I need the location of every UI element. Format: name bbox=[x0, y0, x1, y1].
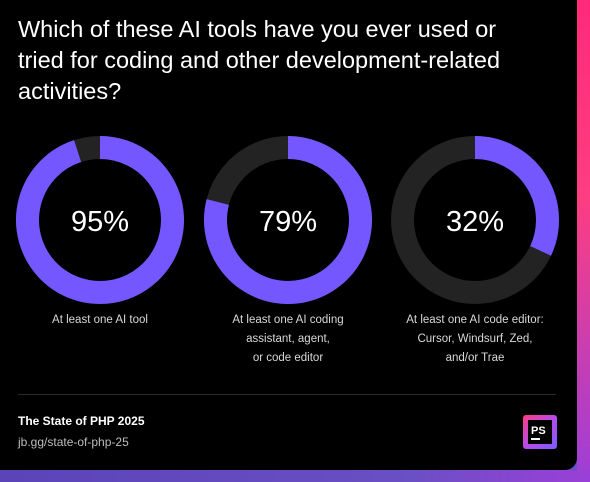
chart-card: Which of these AI tools have you ever us… bbox=[0, 0, 577, 470]
caption-ai-coding-assistant: At least one AI coding assistant, agent,… bbox=[203, 311, 373, 368]
caption-ai-code-editor: At least one AI code editor: Cursor, Win… bbox=[390, 311, 560, 368]
source-link[interactable]: jb.gg/state-of-php-25 bbox=[18, 435, 129, 449]
donut-value-label: 79% bbox=[259, 206, 317, 238]
donut-charts: 95% 79% 32% bbox=[16, 136, 559, 304]
caption-line: assistant, agent, bbox=[246, 333, 330, 345]
donut-value-label: 95% bbox=[71, 206, 129, 238]
caption-line: At least one AI coding bbox=[232, 314, 344, 326]
caption-line: At least one AI tool bbox=[52, 314, 148, 326]
source-title: The State of PHP 2025 bbox=[18, 414, 145, 428]
caption-ai-tool: At least one AI tool bbox=[15, 311, 185, 330]
donut-2: 79% bbox=[204, 136, 372, 304]
caption-line: Cursor, Windsurf, Zed, bbox=[417, 333, 533, 345]
donut-value-arc bbox=[474, 136, 559, 256]
donut-value-label: 32% bbox=[446, 206, 504, 238]
caption-line: and/or Trae bbox=[445, 352, 505, 364]
donut-value-arc bbox=[204, 136, 372, 304]
chart-title: Which of these AI tools have you ever us… bbox=[18, 16, 501, 104]
donut-value-arc bbox=[16, 136, 184, 304]
decorative-gradient-right bbox=[577, 0, 590, 482]
decorative-gradient-bottom bbox=[0, 470, 590, 482]
caption-line: or code editor bbox=[252, 352, 324, 364]
logo-text: PS bbox=[531, 425, 546, 437]
donut-1: 95% bbox=[16, 136, 184, 304]
caption-line: At least one AI code editor: bbox=[406, 314, 544, 326]
phpstorm-logo-icon: PS bbox=[523, 415, 557, 449]
donut-3: 32% bbox=[391, 136, 559, 304]
footer-divider bbox=[18, 394, 556, 395]
